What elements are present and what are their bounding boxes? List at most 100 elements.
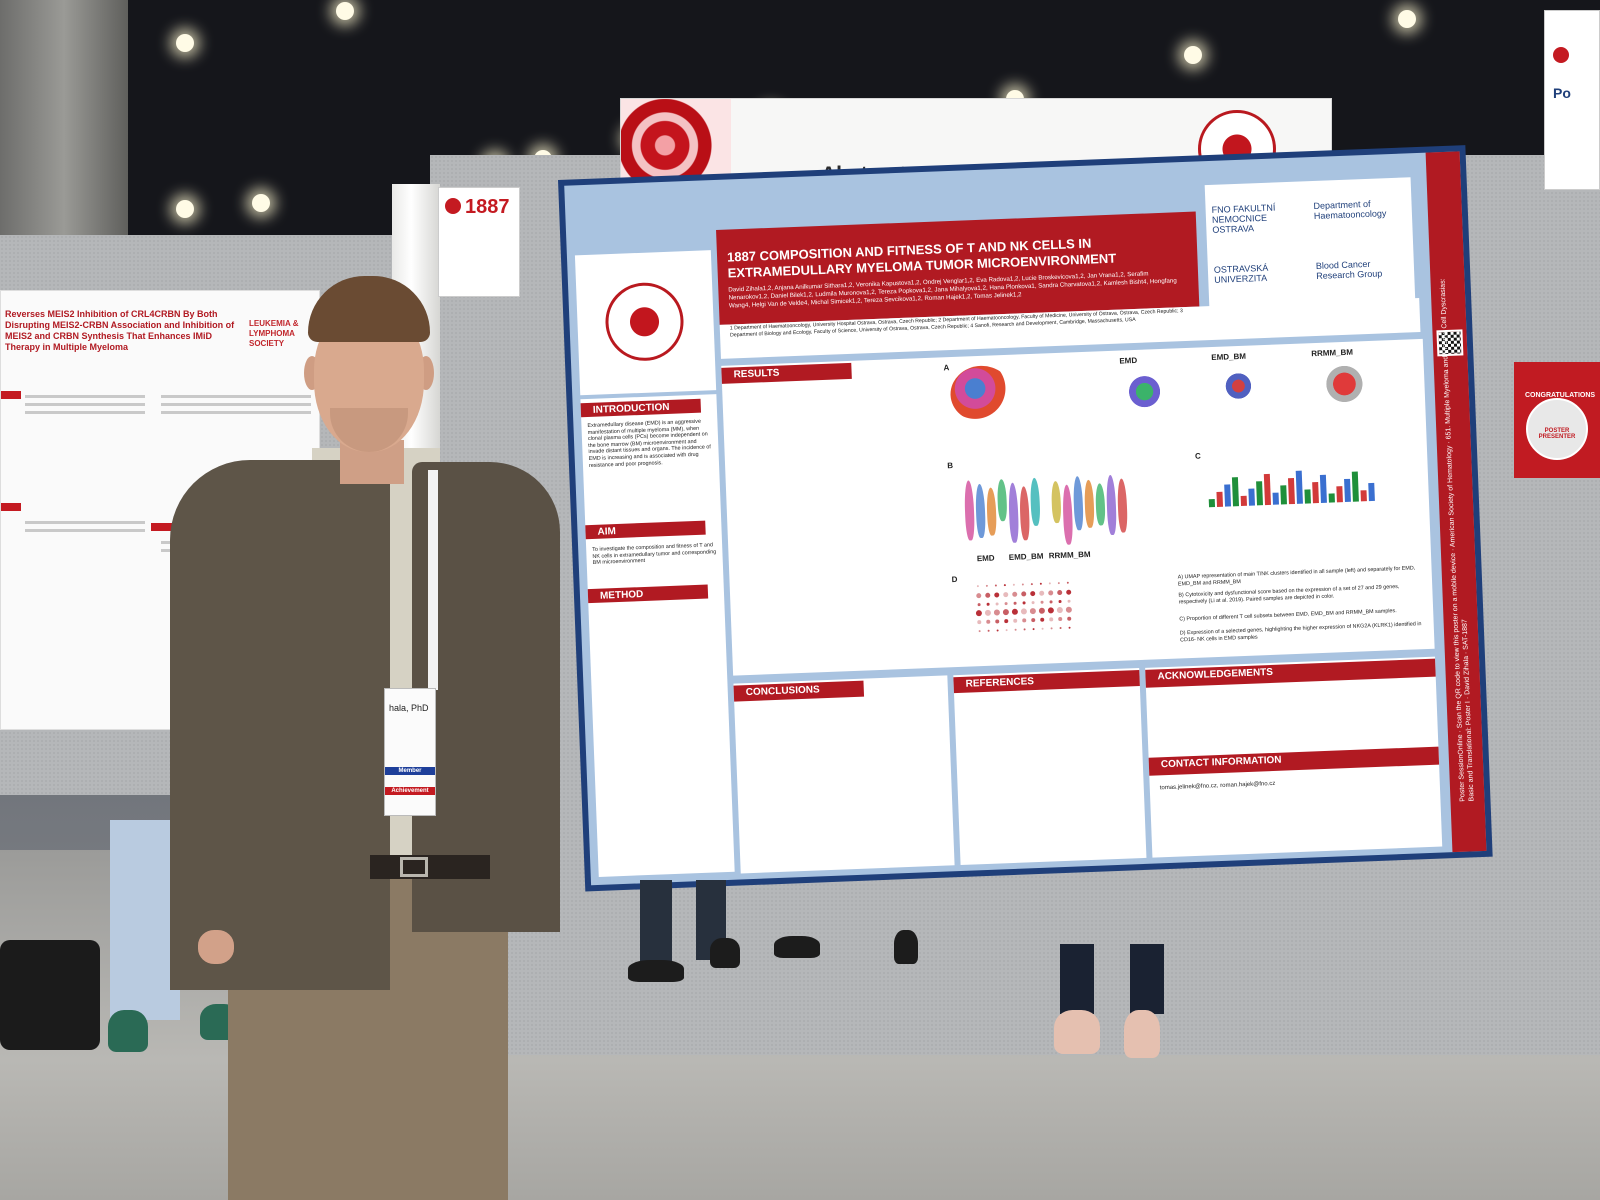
concrete-pillar — [0, 0, 128, 262]
ash-dot-icon — [445, 198, 461, 214]
dot-plot-dot — [1065, 589, 1071, 595]
dot-plot-dot — [996, 629, 999, 632]
shoe — [774, 936, 820, 958]
text-line — [25, 395, 145, 398]
conclusions-panel — [733, 675, 955, 874]
board-number-sign: 1887 — [438, 187, 520, 297]
box — [1216, 491, 1224, 507]
ceiling-light — [1184, 46, 1202, 64]
shoe — [108, 1010, 148, 1052]
box — [1328, 493, 1335, 503]
box — [1280, 485, 1287, 505]
dot-plot-dot — [1057, 582, 1060, 585]
violin-x-emd: EMD — [976, 553, 995, 564]
text-line — [25, 529, 145, 532]
dot-plot-dot — [1030, 583, 1033, 586]
text-line — [161, 411, 311, 414]
box — [1304, 489, 1311, 504]
umap-label-emd: EMD — [1119, 355, 1138, 366]
umap-label-rrmm-bm: RRMM_BM — [1311, 347, 1354, 359]
box — [1295, 470, 1303, 504]
presenter-sticker: CONGRATULATIONS POSTER PRESENTER — [1514, 362, 1600, 478]
dot-plot-dot — [1004, 601, 1008, 605]
text-line — [161, 403, 311, 406]
figure-label-a: A — [943, 363, 950, 373]
dot-plot-dot — [975, 592, 981, 598]
presenter-badge-icon — [1526, 398, 1588, 460]
visitor-leg — [110, 820, 180, 1020]
poster-body: 1887 COMPOSITION AND FITNESS OF T AND NK… — [564, 151, 1487, 886]
shoe — [200, 1004, 240, 1040]
shoe — [1124, 1010, 1160, 1058]
violin-x-rrmm-bm: RRMM_BM — [1048, 549, 1091, 561]
dot-plot-dot — [994, 584, 997, 587]
dot-plot-dot — [1047, 589, 1053, 596]
dot-plot-dot — [1022, 600, 1026, 604]
ceiling-light — [336, 2, 354, 20]
main-poster: 1887 COMPOSITION AND FITNESS OF T AND NK… — [558, 145, 1493, 892]
dot-plot-dot — [1030, 600, 1035, 604]
box — [1287, 477, 1295, 505]
violin-x-emd-bm: EMD_BM — [1008, 551, 1044, 562]
ash-logo-panel — [574, 250, 717, 396]
dot-plot-dot — [1066, 599, 1071, 603]
text-line — [161, 541, 301, 544]
dot-plot-dot — [1029, 590, 1035, 596]
dot-plot-dot — [993, 591, 999, 598]
shoe — [628, 960, 684, 982]
references-panel — [953, 668, 1147, 866]
dot-plot-dot — [1021, 583, 1024, 586]
introduction-text: Extramedullary disease (EMD) is an aggre… — [587, 418, 711, 469]
black-bag — [0, 940, 100, 1050]
box — [1368, 482, 1375, 502]
dot-plot-dot — [1059, 627, 1062, 630]
box — [1208, 499, 1216, 508]
dot-plot-dot — [976, 585, 979, 588]
stand-post — [392, 184, 440, 1104]
box — [1319, 474, 1327, 503]
sticker-badge-text: POSTER PRESENTER — [1538, 428, 1576, 440]
ash-dot-icon — [1553, 47, 1569, 63]
dot-plot-dot — [1068, 626, 1071, 629]
text-line — [161, 549, 301, 552]
shoe — [1054, 1010, 1100, 1054]
box — [1272, 492, 1279, 505]
sticker-title: CONGRATULATIONS — [1524, 392, 1596, 399]
box — [1240, 495, 1248, 507]
text-line — [25, 411, 145, 414]
haematooncology-logo: Department of Haematooncology — [1313, 198, 1387, 222]
dot-plot-dot — [1014, 628, 1017, 631]
left-poster-title: Reverses MEIS2 Inhibition of CRL4CRBN By… — [5, 309, 235, 352]
dot-plot-dot — [1039, 582, 1042, 585]
dot-plot-dot — [984, 592, 990, 598]
dot-plot-dot — [978, 630, 981, 633]
dot-plot-dot — [1032, 628, 1035, 631]
dot-plot-dot — [987, 629, 990, 632]
dot-plot-dot — [1023, 628, 1026, 631]
visitor-leg — [1060, 944, 1094, 1014]
session-side-text: Poster SessionOnline · Scan the QR code … — [1439, 278, 1476, 802]
dot-plot-dot — [1048, 582, 1051, 585]
left-poster-section-bar — [1, 503, 21, 511]
text-line — [161, 395, 311, 398]
far-sign-text: Po — [1553, 85, 1571, 101]
figure-label-c: C — [1194, 451, 1202, 461]
dot-plot-dot — [1013, 601, 1017, 605]
left-poster-section-bar — [151, 523, 231, 531]
box — [1224, 484, 1232, 507]
dot-plot-dot — [986, 602, 990, 606]
dot-plot-dot — [1011, 591, 1017, 597]
shoe — [710, 938, 740, 968]
dot-plot-dot — [985, 584, 988, 587]
text-line — [25, 403, 145, 406]
box — [1263, 473, 1271, 506]
box — [1248, 488, 1256, 506]
blood-cancer-group-logo: Blood Cancer Research Group — [1315, 258, 1383, 281]
dot-plot-dot — [1050, 627, 1053, 630]
dot-plot-dot — [995, 601, 999, 606]
fno-logo: FNO FAKULTNÍ NEMOCNICE OSTRAVA — [1211, 202, 1276, 235]
dot-plot-dot — [1038, 590, 1044, 596]
left-poster-sponsor: LEUKEMIA & LYMPHOMA SOCIETY — [249, 319, 299, 348]
dot-plot-dot — [1002, 591, 1008, 597]
ostrava-university-logo: OSTRAVSKÁ UNIVERZITA — [1213, 262, 1269, 285]
